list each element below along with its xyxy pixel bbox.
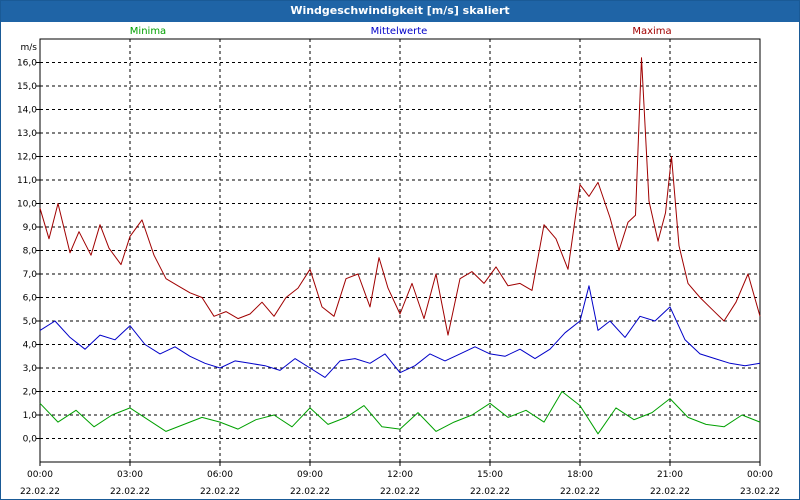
legend-item-maxima: Maxima	[632, 26, 671, 37]
y-tick-label: 11,0	[17, 176, 37, 186]
x-tick-date-label: 22.02.22	[380, 487, 420, 497]
x-tick-date-label: 22.02.22	[20, 487, 60, 497]
y-tick-label: 1,0	[23, 411, 38, 421]
y-tick-label: 12,0	[17, 153, 37, 163]
x-tick-date-label: 22.02.22	[110, 487, 150, 497]
x-tick-time-label: 18:00	[567, 470, 593, 480]
y-axis-label: m/s	[21, 43, 38, 53]
chart-grid	[40, 39, 760, 462]
y-tick-label: 6,0	[23, 294, 38, 304]
legend-item-mittelwerte: Mittelwerte	[371, 26, 428, 37]
x-tick-time-label: 15:00	[477, 470, 503, 480]
y-tick-label: 14,0	[17, 106, 37, 116]
y-tick-label: 0,0	[23, 435, 38, 445]
series-line-maxima	[39, 57, 761, 336]
x-tick-time-label: 00:00	[27, 470, 53, 480]
chart-legend: Minima Mittelwerte Maxima	[130, 26, 672, 37]
chart-series	[39, 57, 761, 435]
series-line-minima	[39, 391, 761, 435]
y-tick-label: 16,0	[17, 59, 37, 69]
y-tick-label: 9,0	[23, 223, 38, 233]
x-tick-time-label: 09:00	[297, 470, 323, 480]
x-tick-date-label: 22.02.22	[560, 487, 600, 497]
x-tick-date-label: 22.02.22	[290, 487, 330, 497]
x-tick-date-label: 22.02.22	[470, 487, 510, 497]
legend-item-minima: Minima	[130, 26, 166, 37]
x-tick-time-label: 12:00	[387, 470, 413, 480]
x-tick-time-label: 06:00	[207, 470, 233, 480]
y-tick-label: 8,0	[23, 247, 38, 257]
x-tick-date-label: 22.02.22	[200, 487, 240, 497]
y-tick-label: 5,0	[23, 317, 38, 327]
y-tick-label: 3,0	[23, 364, 38, 374]
x-tick-time-label: 21:00	[657, 470, 683, 480]
y-tick-label: 13,0	[17, 129, 37, 139]
y-tick-label: 2,0	[23, 388, 38, 398]
x-tick-time-label: 03:00	[117, 470, 143, 480]
y-tick-label: 15,0	[17, 82, 37, 92]
y-tick-label: 10,0	[17, 200, 37, 210]
y-tick-label: 7,0	[23, 270, 38, 280]
plot-frame	[39, 38, 761, 463]
x-tick-time-label: 00:00	[747, 470, 773, 480]
x-tick-date-label: 22.02.22	[650, 487, 690, 497]
series-line-mittelwerte	[39, 285, 761, 378]
window-title: Windgeschwindigkeit [m/s] skaliert	[1, 1, 799, 22]
chart-axes: 0,0 1,0 2,0 3,0 4,0 5,0 6,0 7,0 8,0 9,0 10,0 11,0 12…	[17, 38, 780, 497]
y-tick-label: 4,0	[23, 341, 38, 351]
x-tick-date-label: 23.02.22	[740, 487, 780, 497]
